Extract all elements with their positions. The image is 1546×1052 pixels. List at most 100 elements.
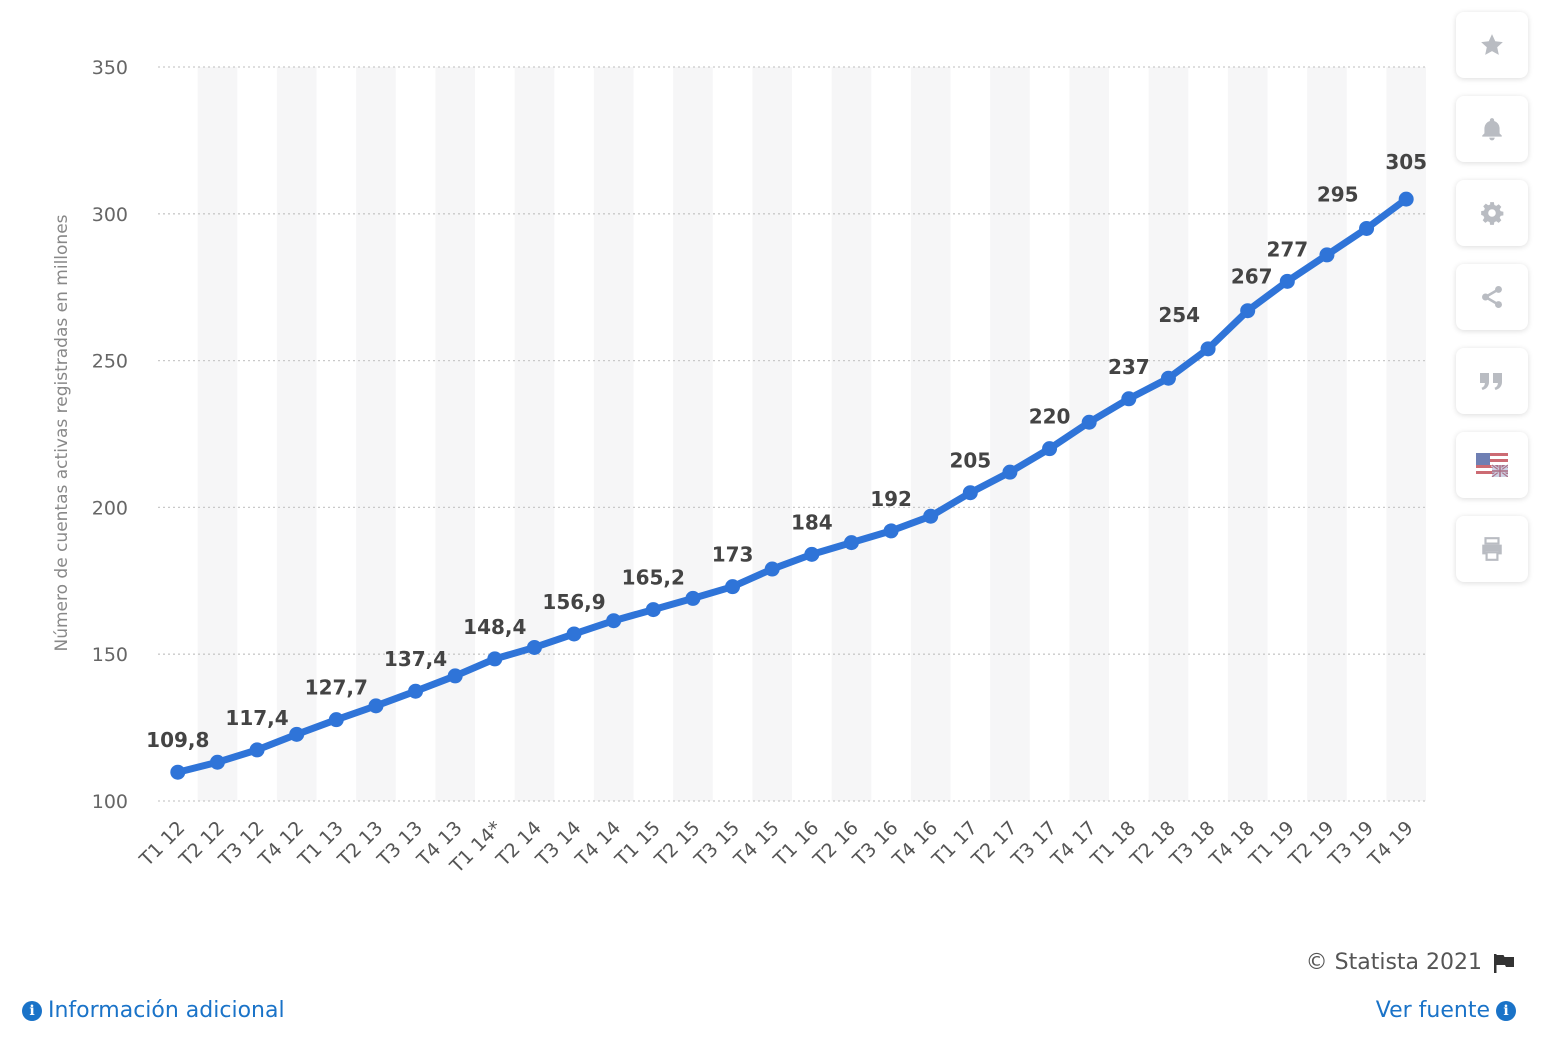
- x-tick-label: T1 13: [293, 817, 347, 871]
- data-point: [1240, 303, 1256, 319]
- data-point: [249, 742, 265, 758]
- settings-button[interactable]: [1456, 180, 1528, 246]
- x-tick-label: T3 17: [1007, 817, 1061, 871]
- data-point: [962, 485, 978, 501]
- data-point: [566, 626, 582, 642]
- bell-icon: [1482, 118, 1502, 141]
- data-point: [526, 639, 542, 655]
- data-point: [447, 668, 463, 684]
- x-tick-label: T3 19: [1324, 817, 1378, 871]
- data-point: [843, 535, 859, 551]
- x-tick-label: T1 17: [927, 817, 981, 871]
- print-icon: [1482, 537, 1502, 561]
- additional-info-link[interactable]: i Información adicional: [22, 998, 285, 1023]
- share-button[interactable]: [1456, 264, 1528, 330]
- flag-report-icon[interactable]: [1492, 953, 1516, 973]
- column-band: [752, 67, 792, 801]
- x-tick-label: T1 18: [1086, 817, 1140, 871]
- column-band: [593, 67, 634, 801]
- y-tick-label: 300: [92, 204, 128, 226]
- data-label: 156,9: [542, 590, 605, 614]
- data-label: 148,4: [463, 615, 526, 639]
- info-icon: i: [22, 1000, 42, 1021]
- x-tick-label: T2 13: [333, 817, 387, 871]
- data-label: 184: [791, 510, 833, 534]
- data-label: 109,8: [146, 728, 209, 752]
- x-tick-label: T1 12: [135, 817, 189, 871]
- data-point: [209, 754, 225, 770]
- data-label: 205: [949, 449, 991, 473]
- y-tick-label: 350: [92, 57, 128, 79]
- x-tick-label: T2 15: [650, 817, 704, 871]
- column-band: [831, 67, 872, 801]
- print-button[interactable]: [1456, 516, 1528, 582]
- x-tick-label: T4 14: [571, 817, 625, 871]
- copyright: © Statista 2021: [1306, 950, 1516, 975]
- data-point: [1200, 341, 1216, 357]
- data-label: 254: [1158, 303, 1200, 327]
- x-tick-label: T3 13: [373, 817, 427, 871]
- data-point: [170, 764, 186, 780]
- data-label: 192: [870, 487, 912, 511]
- x-tick-label: T3 18: [1165, 817, 1219, 871]
- language-button[interactable]: [1456, 432, 1528, 498]
- x-tick-label: T4 19: [1363, 817, 1417, 871]
- column-band: [990, 67, 1030, 801]
- x-tick-label: T3 12: [214, 817, 268, 871]
- notification-button[interactable]: [1456, 96, 1528, 162]
- data-point: [685, 590, 701, 606]
- x-tick-label: T3 15: [690, 817, 744, 871]
- data-point: [606, 613, 622, 629]
- data-point: [1359, 220, 1375, 236]
- data-point: [328, 712, 344, 728]
- y-tick-label: 150: [92, 644, 128, 666]
- y-tick-label: 100: [92, 791, 128, 813]
- view-source-link[interactable]: Ver fuente i: [1376, 998, 1516, 1023]
- x-tick-label: T1 16: [769, 817, 823, 871]
- column-band: [1227, 67, 1268, 801]
- column-band: [435, 67, 475, 801]
- quote-icon: [1480, 373, 1502, 390]
- data-point: [764, 561, 780, 577]
- data-point: [883, 523, 899, 539]
- data-point: [1042, 441, 1058, 457]
- y-axis-title: Número de cuentas activas registradas en…: [52, 214, 72, 651]
- x-tick-label: T1 15: [610, 817, 664, 871]
- copyright-text: © Statista 2021: [1305, 950, 1482, 975]
- data-point: [1081, 414, 1097, 430]
- column-band: [276, 67, 317, 801]
- x-tick-label: T2 18: [1126, 817, 1180, 871]
- data-point: [1319, 247, 1335, 263]
- data-label: 165,2: [622, 566, 685, 590]
- column-band: [1307, 67, 1347, 801]
- column-band: [197, 67, 238, 801]
- x-tick-label: T4 12: [254, 817, 308, 871]
- view-source-label: Ver fuente: [1375, 998, 1490, 1023]
- data-point: [289, 726, 305, 742]
- flag-icon: [1476, 453, 1508, 477]
- data-label: 173: [712, 543, 754, 567]
- y-tick-label: 250: [92, 351, 128, 373]
- x-tick-label: T2 12: [175, 817, 229, 871]
- column-band: [1148, 67, 1189, 801]
- y-tick-label: 200: [92, 497, 128, 519]
- column-band: [910, 67, 951, 801]
- data-label: 220: [1029, 405, 1071, 429]
- data-point: [1002, 464, 1018, 480]
- gear-icon: [1481, 202, 1504, 225]
- side-toolbar: [1456, 12, 1528, 600]
- line-chart: 100 150 200 250 300 350 Número de cuentas acti…: [52, 57, 1427, 878]
- cite-button[interactable]: [1456, 348, 1528, 414]
- data-point: [1121, 391, 1137, 407]
- data-point: [725, 579, 741, 595]
- favorite-button[interactable]: [1456, 12, 1528, 78]
- data-point: [1160, 370, 1176, 386]
- x-tick-label: T2 19: [1284, 817, 1338, 871]
- data-point: [923, 508, 939, 524]
- info-icon: i: [1496, 1000, 1516, 1021]
- data-point: [408, 683, 424, 699]
- x-tick-label: T2 14: [492, 817, 546, 871]
- x-tick-label: T4 15: [729, 817, 783, 871]
- data-label: 237: [1108, 355, 1150, 379]
- x-tick-label: T3 16: [848, 817, 902, 871]
